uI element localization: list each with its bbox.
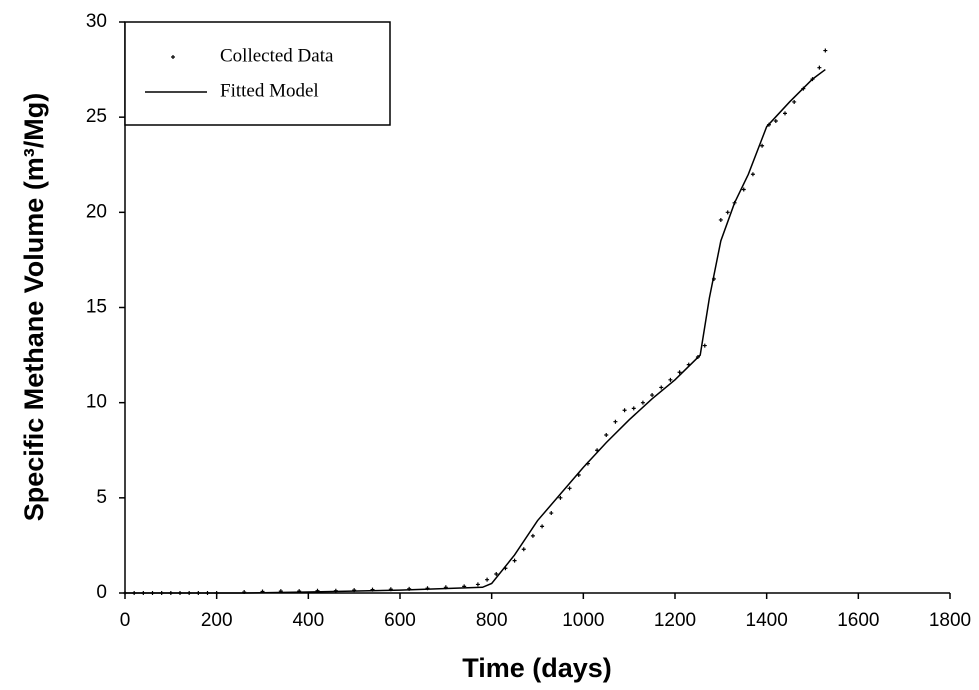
data-point bbox=[558, 495, 563, 500]
y-tick-label: 5 bbox=[96, 487, 107, 508]
data-point bbox=[659, 385, 664, 390]
data-point bbox=[668, 377, 673, 382]
y-tick-label: 0 bbox=[96, 582, 107, 603]
data-point bbox=[783, 111, 787, 116]
data-point bbox=[549, 511, 554, 516]
x-tick-label: 400 bbox=[292, 610, 324, 631]
data-point bbox=[622, 408, 627, 413]
data-point bbox=[540, 524, 545, 529]
data-point bbox=[485, 577, 490, 582]
data-point bbox=[702, 343, 707, 348]
data-point bbox=[521, 547, 526, 552]
data-point bbox=[792, 99, 797, 104]
data-point bbox=[475, 582, 480, 587]
legend-marker bbox=[171, 55, 175, 59]
x-tick-label: 1000 bbox=[562, 610, 604, 631]
data-point bbox=[640, 400, 645, 405]
y-tick-label: 15 bbox=[86, 297, 107, 318]
data-point bbox=[760, 143, 765, 148]
x-tick-label: 200 bbox=[201, 610, 233, 631]
data-point bbox=[773, 118, 778, 123]
model-line bbox=[125, 68, 826, 594]
x-tick-label: 1800 bbox=[929, 610, 971, 631]
data-point bbox=[817, 65, 822, 70]
data-point bbox=[512, 558, 517, 563]
data-point bbox=[631, 406, 636, 411]
data-point bbox=[613, 419, 618, 424]
data-point bbox=[741, 187, 746, 192]
x-tick-label: 1600 bbox=[837, 610, 879, 631]
data-point bbox=[604, 433, 609, 438]
data-point bbox=[494, 571, 499, 576]
data-point bbox=[750, 172, 755, 177]
y-tick-label: 10 bbox=[86, 392, 107, 413]
y-tick-label: 20 bbox=[86, 201, 107, 222]
data-point bbox=[718, 217, 723, 222]
x-tick-label: 800 bbox=[476, 610, 508, 631]
data-point bbox=[677, 370, 682, 375]
data-point bbox=[567, 486, 572, 491]
legend-label: Collected Data bbox=[220, 45, 334, 66]
legend-label: Fitted Model bbox=[220, 80, 319, 101]
x-tick-label: 600 bbox=[384, 610, 416, 631]
x-tick-label: 1400 bbox=[746, 610, 788, 631]
data-point bbox=[650, 393, 655, 398]
y-axis-title: Specific Methane Volume (m³/Mg) bbox=[19, 93, 49, 522]
y-tick-label: 25 bbox=[86, 106, 107, 127]
data-point bbox=[530, 533, 535, 538]
x-axis-title: Time (days) bbox=[462, 653, 612, 683]
y-tick-label: 30 bbox=[86, 11, 107, 32]
x-tick-label: 0 bbox=[120, 610, 131, 631]
legend-box bbox=[124, 21, 391, 126]
x-tick-label: 1200 bbox=[654, 610, 696, 631]
data-point bbox=[725, 210, 730, 215]
data-point bbox=[823, 48, 828, 53]
